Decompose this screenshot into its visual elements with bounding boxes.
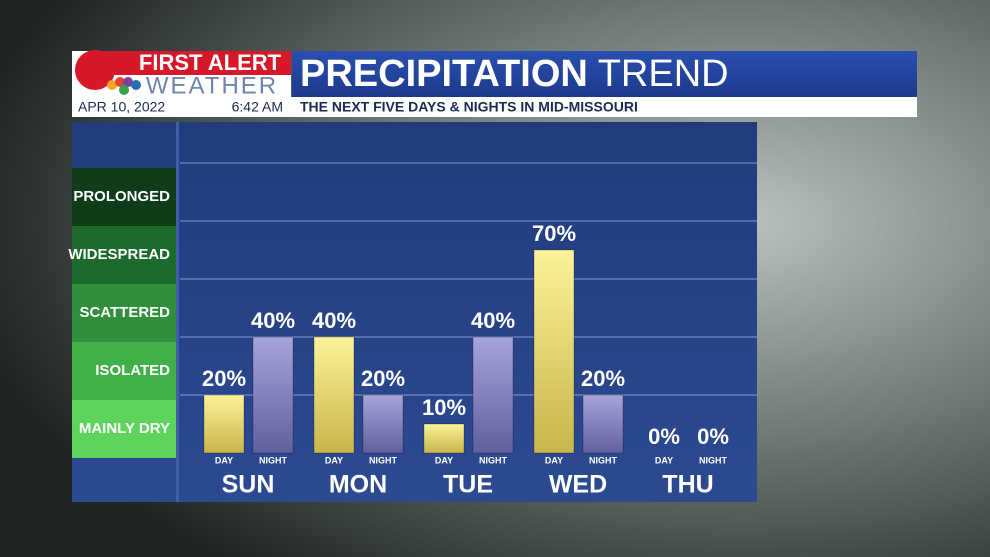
series-label: NIGHT <box>479 455 508 465</box>
band <box>72 226 176 284</box>
panel <box>72 122 757 502</box>
value-label: 40% <box>251 308 295 333</box>
subtitle: THE NEXT FIVE DAYS & NIGHTS IN MID-MISSO… <box>300 99 638 115</box>
time: 6:42 AM <box>232 99 283 115</box>
series-label: DAY <box>325 455 343 465</box>
bar <box>313 336 355 454</box>
band <box>72 400 176 458</box>
series-label: DAY <box>215 455 233 465</box>
logo-line1: FIRST ALERT <box>139 50 282 75</box>
title-word: TREND <box>598 53 729 95</box>
logo-red <box>90 51 291 75</box>
series-label: NIGHT <box>259 455 288 465</box>
value-label: 20% <box>202 366 246 391</box>
value-label: 0% <box>697 424 729 449</box>
title-word: PRECIPITATION <box>300 53 588 95</box>
bar <box>252 336 294 454</box>
band <box>72 284 176 342</box>
band-label: ISOLATED <box>95 362 170 379</box>
date: APR 10, 2022 <box>78 99 165 115</box>
series-label: NIGHT <box>699 455 728 465</box>
bar <box>582 394 624 454</box>
x-tick-label: SUN <box>222 471 275 499</box>
band <box>72 342 176 400</box>
chart-title: PRECIPITATION TREND <box>300 53 729 95</box>
series-label: DAY <box>435 455 453 465</box>
value-label: 20% <box>581 366 625 391</box>
bar <box>203 394 245 454</box>
series-label: DAY <box>655 455 673 465</box>
band-label: MAINLY DRY <box>79 420 170 437</box>
band-label: WIDESPREAD <box>68 246 170 263</box>
subtitle-bar <box>72 97 917 117</box>
x-tick-label: THU <box>662 471 713 499</box>
band-label: SCATTERED <box>79 304 170 321</box>
value-label: 40% <box>312 308 356 333</box>
series-label: NIGHT <box>369 455 398 465</box>
band-label: PROLONGED <box>73 188 170 205</box>
title-bar <box>292 51 917 97</box>
value-label: 0% <box>648 424 680 449</box>
x-tick-label: MON <box>329 471 387 499</box>
value-label: 70% <box>532 221 576 246</box>
band <box>72 168 176 226</box>
bar <box>362 394 404 454</box>
logo-line2: WEATHER <box>146 72 278 99</box>
value-label: 40% <box>471 308 515 333</box>
x-tick-label: WED <box>549 471 607 499</box>
bar <box>533 249 575 454</box>
value-label: 20% <box>361 366 405 391</box>
bar <box>472 336 514 454</box>
logo-icon <box>75 50 141 95</box>
series-label: NIGHT <box>589 455 618 465</box>
value-label: 10% <box>422 395 466 420</box>
bar <box>423 423 465 454</box>
x-tick-label: TUE <box>443 471 493 499</box>
series-label: DAY <box>545 455 563 465</box>
